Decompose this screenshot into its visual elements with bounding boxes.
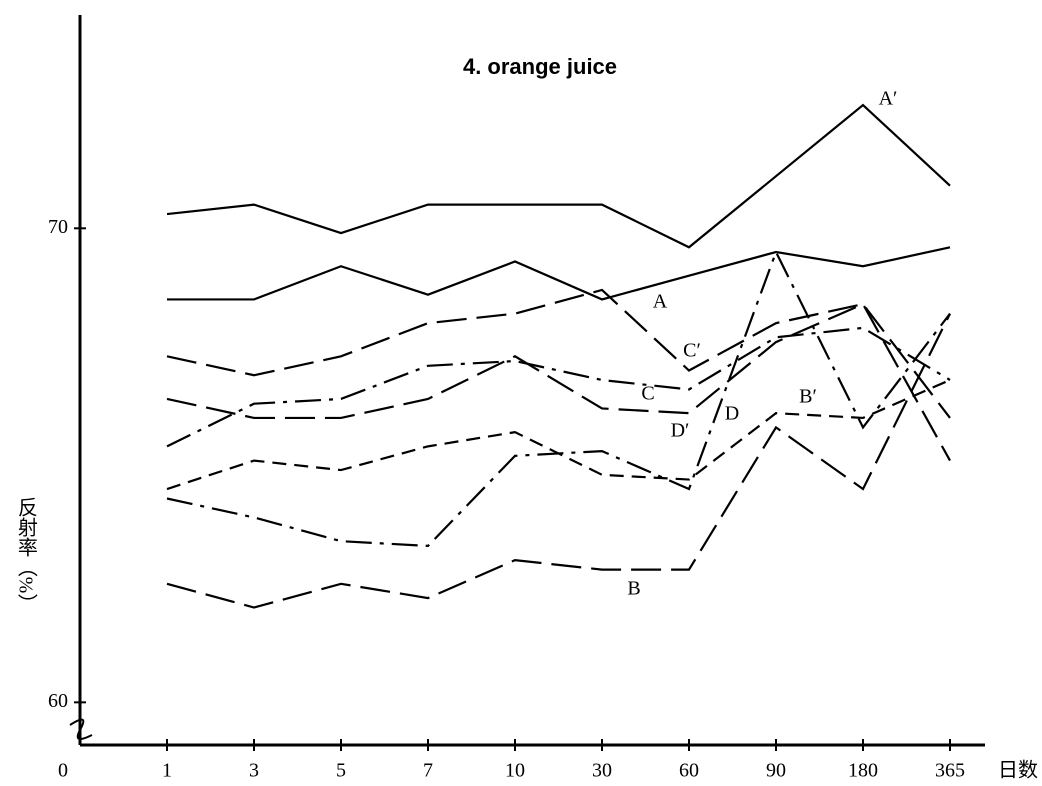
series-line	[166, 103, 951, 249]
x-tick-label: 7	[423, 760, 433, 782]
series-label: C′	[683, 340, 701, 362]
x-tick-label: 30	[592, 760, 612, 782]
series-line	[167, 246, 951, 301]
series-label: A	[653, 291, 668, 313]
y-tick-label: 60	[48, 690, 68, 712]
series-label: D′	[671, 420, 690, 442]
series-label: D	[725, 403, 739, 425]
x-axis-label: 日数	[998, 759, 1038, 782]
x-tick-label: 5	[336, 760, 346, 782]
series-line	[166, 302, 951, 462]
series-label: B	[627, 578, 640, 600]
x-tick-label: 365	[935, 760, 965, 782]
series-label: A′	[879, 88, 898, 110]
series-line	[166, 378, 951, 491]
x-tick-label: 90	[766, 760, 786, 782]
x-tick-label: 60	[679, 760, 699, 782]
series-line	[166, 326, 951, 448]
x-tick-label: 1	[162, 760, 172, 782]
y-axis-label: 反射率（%）	[14, 496, 37, 613]
y-tick-label: 70	[48, 216, 68, 238]
axis-break	[69, 718, 93, 740]
origin-label: 0	[58, 760, 68, 782]
x-tick-label: 3	[249, 760, 259, 782]
series-line	[166, 288, 951, 419]
x-tick-label: 180	[848, 760, 878, 782]
series-line	[166, 313, 951, 609]
series-line	[166, 249, 951, 548]
series-label: C	[641, 383, 654, 405]
x-tick-label: 10	[505, 760, 525, 782]
series-label: B′	[799, 386, 817, 408]
chart-title: 4. orange juice	[463, 54, 617, 79]
